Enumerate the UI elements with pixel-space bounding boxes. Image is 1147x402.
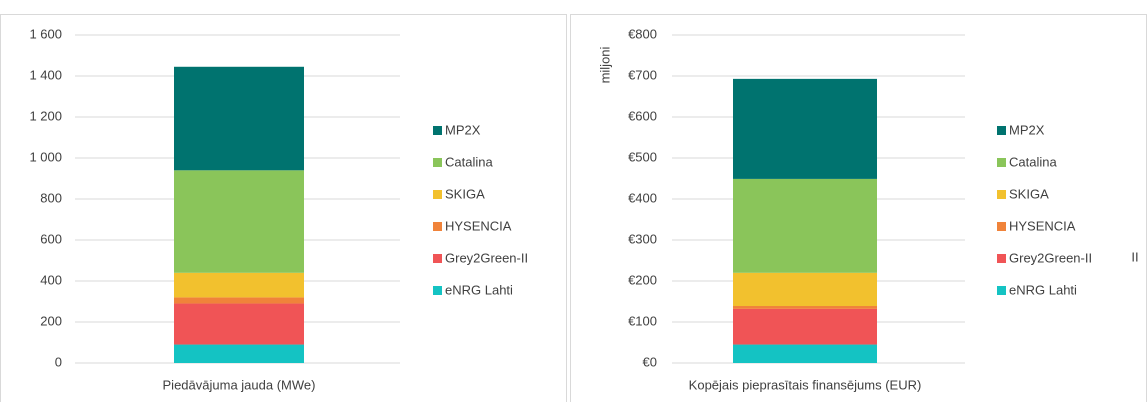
legend-swatch	[433, 286, 442, 295]
legend-label: Grey2Green-II	[445, 250, 528, 265]
bar-segment	[733, 78, 877, 179]
annotation: II	[1131, 249, 1138, 264]
legend-label: eNRG Lahti	[1009, 282, 1077, 297]
legend-label: Catalina	[445, 154, 493, 169]
y-tick-label: 600	[40, 231, 62, 246]
y-tick-label: €200	[628, 272, 657, 287]
legend-swatch	[997, 158, 1006, 167]
y-tick-label: 0	[55, 354, 62, 369]
y-tick-label: €100	[628, 313, 657, 328]
bar-segment	[174, 170, 304, 273]
legend-swatch	[997, 222, 1006, 231]
legend-swatch	[433, 222, 442, 231]
legend-label: Catalina	[1009, 154, 1057, 169]
y-tick-label: €600	[628, 108, 657, 123]
legend-swatch	[433, 158, 442, 167]
y-tick-label: 1 000	[29, 149, 62, 164]
legend-swatch	[433, 190, 442, 199]
y-tick-label: 1 200	[29, 108, 62, 123]
legend-swatch	[997, 254, 1006, 263]
bar-segment	[174, 344, 304, 363]
legend-swatch	[997, 126, 1006, 135]
y-tick-label: 1 600	[29, 26, 62, 41]
bar-segment	[733, 306, 877, 309]
y-tick-label: 400	[40, 272, 62, 287]
y-tick-label: €0	[643, 354, 657, 369]
bar-segment	[733, 272, 877, 307]
legend-label: MP2X	[445, 122, 481, 137]
y-tick-label: 800	[40, 190, 62, 205]
chart-frame	[0, 14, 567, 402]
bar-segment	[174, 303, 304, 345]
legend-label: SKIGA	[445, 186, 485, 201]
bar-segment	[174, 66, 304, 171]
legend-label: Grey2Green-II	[1009, 250, 1092, 265]
y-axis-label: miljoni	[597, 46, 612, 83]
y-tick-label: 200	[40, 313, 62, 328]
legend-swatch	[997, 286, 1006, 295]
y-tick-label: 1 400	[29, 67, 62, 82]
legend-label: SKIGA	[1009, 186, 1049, 201]
legend-label: MP2X	[1009, 122, 1045, 137]
legend-label: eNRG Lahti	[445, 282, 513, 297]
y-tick-label: €300	[628, 231, 657, 246]
x-tick-label: Piedāvājuma jauda (MWe)	[163, 377, 316, 392]
bar-segment	[733, 178, 877, 273]
legend-swatch	[997, 190, 1006, 199]
y-tick-label: €700	[628, 67, 657, 82]
bar-segment	[174, 297, 304, 304]
legend-label: HYSENCIA	[1009, 218, 1076, 233]
y-tick-label: €400	[628, 190, 657, 205]
y-tick-label: €800	[628, 26, 657, 41]
bar-segment	[733, 308, 877, 345]
legend-swatch	[433, 126, 442, 135]
x-tick-label: Kopējais pieprasītais finansējums (EUR)	[689, 377, 922, 392]
legend-swatch	[433, 254, 442, 263]
y-tick-label: €500	[628, 149, 657, 164]
bar-segment	[733, 344, 877, 363]
legend-label: HYSENCIA	[445, 218, 512, 233]
bar-segment	[174, 272, 304, 298]
